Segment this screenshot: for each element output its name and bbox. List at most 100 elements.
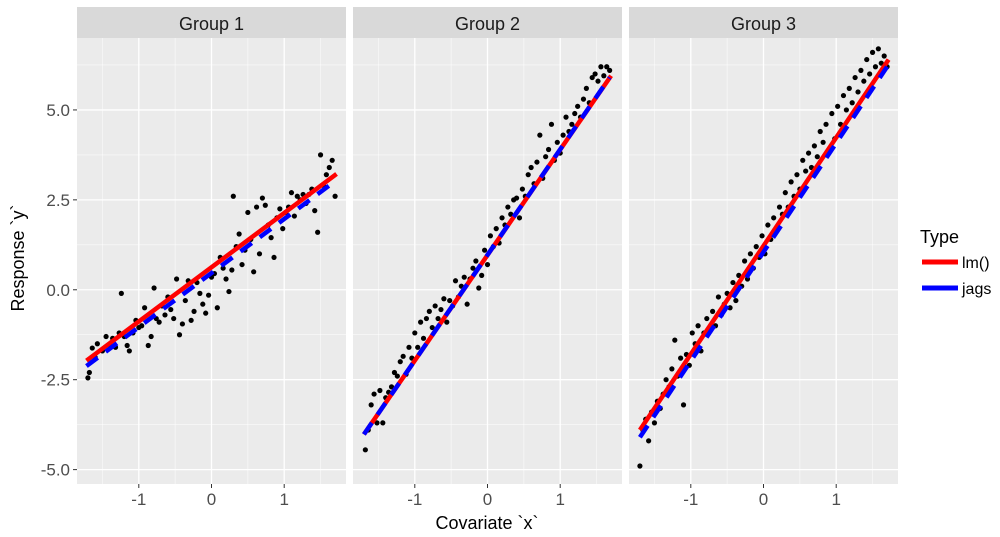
data-point — [315, 229, 321, 235]
data-point — [794, 172, 800, 178]
data-point — [145, 342, 151, 349]
data-point — [545, 146, 552, 153]
data-point — [695, 323, 701, 329]
data-point — [230, 193, 236, 199]
data-point — [782, 190, 788, 196]
data-point — [142, 305, 148, 311]
data-point — [872, 64, 879, 70]
lm-fit-line — [85, 172, 338, 363]
data-point — [505, 204, 511, 210]
data-point — [572, 110, 578, 117]
data-point — [226, 288, 232, 295]
data-point — [730, 279, 736, 286]
data-point — [646, 438, 652, 444]
data-point — [736, 272, 742, 278]
data-point — [473, 258, 479, 264]
y-tick-label: 2.5 — [46, 191, 70, 210]
data-point — [560, 132, 566, 138]
data-point — [447, 297, 453, 304]
y-axis: -5.0 -2.5 0.0 2.5 5.0 — [41, 101, 77, 480]
data-point — [867, 71, 873, 77]
data-point — [188, 317, 194, 323]
data-point — [811, 143, 817, 149]
data-point — [452, 278, 459, 284]
y-tick-label: 5.0 — [46, 101, 70, 120]
facet-strip-label: Group 2 — [455, 14, 520, 34]
facet-panel: Group 3 — [629, 7, 898, 484]
data-point — [179, 321, 186, 327]
data-point — [817, 128, 823, 135]
data-point — [326, 164, 332, 171]
data-point — [415, 344, 421, 350]
data-point — [197, 290, 203, 296]
data-point — [205, 292, 212, 298]
data-point — [604, 64, 610, 70]
data-point — [89, 345, 95, 351]
data-point — [829, 110, 835, 117]
data-point — [592, 71, 598, 77]
data-point — [669, 366, 675, 372]
data-point — [126, 348, 132, 354]
data-point — [493, 226, 499, 232]
data-point — [280, 226, 286, 232]
data-point — [268, 235, 274, 241]
data-point — [733, 297, 739, 304]
data-point — [332, 193, 338, 199]
facet-strip-label: Group 3 — [731, 14, 796, 34]
data-point — [881, 53, 887, 59]
x-tick-label: -1 — [683, 490, 698, 509]
y-tick-label: 0.0 — [46, 281, 70, 300]
data-point — [788, 179, 794, 185]
data-point — [151, 285, 157, 291]
data-point — [168, 306, 174, 313]
data-point — [765, 222, 771, 228]
data-point — [391, 369, 398, 376]
data-point — [156, 319, 162, 325]
data-point — [869, 49, 876, 55]
data-point — [362, 447, 368, 453]
data-point — [388, 384, 395, 390]
facet-panel: Group 2 — [353, 7, 622, 484]
data-point — [528, 164, 534, 171]
data-point — [595, 78, 601, 84]
data-point — [438, 306, 444, 313]
data-point — [139, 323, 145, 329]
legend: Type lm() jags — [920, 227, 991, 298]
data-point — [251, 269, 257, 275]
data-point — [715, 294, 722, 300]
facet-strip — [353, 7, 622, 38]
data-point — [727, 305, 733, 311]
data-point — [843, 107, 849, 113]
x-tick-label: -1 — [131, 490, 146, 509]
data-point — [820, 139, 826, 145]
data-point — [607, 67, 613, 73]
data-point — [444, 319, 450, 325]
data-point — [374, 420, 380, 426]
data-point — [823, 121, 829, 127]
data-point — [776, 204, 783, 210]
data-point — [426, 308, 432, 314]
data-point — [461, 274, 467, 280]
data-point — [371, 391, 377, 397]
data-point — [680, 402, 687, 408]
data-point — [672, 337, 678, 343]
data-point — [598, 64, 604, 70]
data-point — [575, 103, 581, 109]
data-point — [86, 369, 92, 376]
data-point — [803, 168, 809, 174]
data-point — [516, 215, 523, 221]
data-point — [174, 276, 180, 282]
x-axis: -1 0 1 -1 0 1 -1 0 1 — [131, 484, 841, 509]
data-point — [220, 265, 226, 271]
data-point — [583, 85, 589, 91]
data-point — [397, 359, 403, 365]
data-point — [554, 139, 560, 145]
x-tick-label: 0 — [483, 490, 492, 509]
data-point — [476, 285, 482, 291]
data-point — [689, 330, 695, 336]
data-point — [148, 333, 154, 340]
data-point — [262, 202, 268, 208]
data-point — [259, 195, 265, 201]
data-point — [663, 377, 669, 383]
